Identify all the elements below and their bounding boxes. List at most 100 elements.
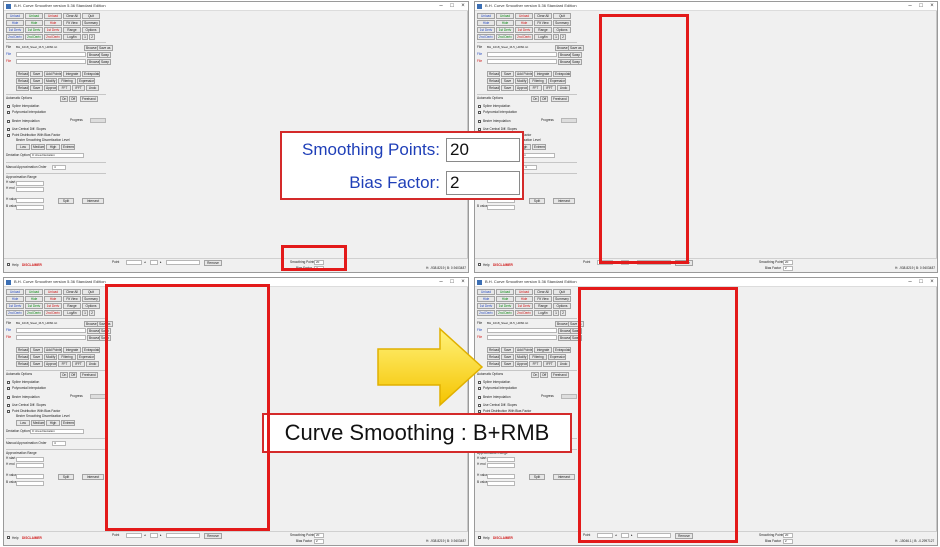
- spline-checkbox-row[interactable]: Spline Interpolation: [478, 380, 510, 384]
- checkbox[interactable]: [7, 110, 10, 114]
- action-button[interactable]: Reload: [16, 71, 29, 77]
- file-input[interactable]: [487, 335, 557, 340]
- panel-button[interactable]: 1st Deriv: [25, 303, 43, 309]
- action-button[interactable]: Integrate: [63, 347, 81, 353]
- b-value-input[interactable]: [487, 205, 515, 210]
- checkbox[interactable]: [7, 127, 10, 131]
- minimize-button[interactable]: –: [908, 279, 912, 285]
- remove-button[interactable]: Remove: [204, 533, 222, 539]
- disclaimer-label[interactable]: DISCLAIMER: [493, 536, 513, 540]
- panel-button[interactable]: 1st Deriv: [477, 303, 495, 309]
- panel-button[interactable]: Hide: [44, 20, 62, 26]
- central-diff-checkbox-row[interactable]: Use Central Diff. Slopes: [478, 127, 517, 131]
- checkbox[interactable]: [478, 386, 481, 390]
- point-value-input[interactable]: [166, 260, 200, 265]
- maximize-button[interactable]: □: [919, 3, 923, 9]
- h-value-input[interactable]: [16, 198, 44, 203]
- panel-button[interactable]: 1st Deriv: [515, 27, 533, 33]
- plot-area[interactable]: 0.0000e+001.9590e+033.9181e+035.8771e+03…: [936, 287, 937, 531]
- panel-button[interactable]: 2nd Deriv: [496, 310, 514, 316]
- action-button[interactable]: Reload: [487, 71, 500, 77]
- action-button[interactable]: Filtering: [529, 354, 547, 360]
- panel-button[interactable]: Hide: [515, 20, 533, 26]
- action-button[interactable]: Reload: [487, 85, 500, 91]
- panel-button[interactable]: 2: [560, 34, 566, 40]
- checkbox[interactable]: [478, 127, 481, 131]
- action-button[interactable]: Extrapolate: [82, 71, 100, 77]
- level-button[interactable]: Medium: [31, 420, 45, 426]
- panel-button[interactable]: Hide: [25, 20, 43, 26]
- action-button[interactable]: Reload: [16, 354, 29, 360]
- h-start-input[interactable]: [16, 457, 44, 462]
- action-button[interactable]: Integrate: [63, 71, 81, 77]
- central-diff-checkbox-row[interactable]: Use Central Diff. Slopes: [478, 403, 517, 407]
- off-button[interactable]: Off: [540, 96, 549, 102]
- action-button[interactable]: Save: [30, 361, 43, 367]
- checkbox[interactable]: [7, 395, 10, 399]
- split-button[interactable]: Split: [58, 198, 74, 204]
- action-button[interactable]: Integrate: [534, 71, 552, 77]
- help-checkbox[interactable]: [478, 536, 481, 539]
- panel-button[interactable]: Options: [553, 27, 571, 33]
- polynomial-checkbox-row[interactable]: Polynomial Interpolation: [7, 386, 46, 390]
- panel-button[interactable]: 2nd Deriv: [44, 34, 62, 40]
- action-button[interactable]: Reload: [487, 361, 500, 367]
- action-button[interactable]: Extrapolate: [553, 71, 571, 77]
- help-checkbox[interactable]: [7, 263, 10, 266]
- action-button[interactable]: IFFT: [72, 85, 85, 91]
- action-button[interactable]: Approx: [515, 361, 528, 367]
- spline-checkbox-row[interactable]: Spline Interpolation: [7, 380, 39, 384]
- panel-button[interactable]: Hide: [44, 296, 62, 302]
- bias-checkbox-row[interactable]: Point Distribution With Bias Factor: [478, 409, 531, 413]
- point-select[interactable]: [126, 533, 142, 538]
- panel-button[interactable]: Hide: [515, 296, 533, 302]
- approx-order-select[interactable]: 4: [523, 165, 537, 170]
- panel-button[interactable]: Options: [82, 27, 100, 33]
- h-end-input[interactable]: [16, 187, 44, 192]
- panel-button[interactable]: 2nd Deriv: [6, 310, 24, 316]
- action-button[interactable]: Save: [30, 354, 43, 360]
- point-select[interactable]: [597, 533, 613, 538]
- split-button[interactable]: Split: [529, 474, 545, 480]
- panel-button[interactable]: Unload: [515, 13, 533, 19]
- h-start-input[interactable]: [16, 181, 44, 186]
- action-button[interactable]: Reload: [16, 347, 29, 353]
- freehand-button[interactable]: Freehand: [551, 372, 569, 378]
- save-as-button[interactable]: Save as: [97, 45, 113, 51]
- panel-button[interactable]: Unload: [6, 289, 24, 295]
- bias-factor-input[interactable]: 2: [314, 539, 324, 544]
- panel-button[interactable]: 1st Deriv: [6, 303, 24, 309]
- off-button[interactable]: Off: [69, 372, 78, 378]
- checkbox[interactable]: [7, 104, 10, 108]
- action-button[interactable]: Save: [501, 78, 514, 84]
- panel-button[interactable]: 1st Deriv: [477, 27, 495, 33]
- action-button[interactable]: Undo: [86, 361, 99, 367]
- action-button[interactable]: Filtering: [58, 78, 76, 84]
- split-button[interactable]: Split: [529, 198, 545, 204]
- polynomial-checkbox-row[interactable]: Polynomial Interpolation: [478, 386, 517, 390]
- action-button[interactable]: Undo: [557, 361, 570, 367]
- panel-button[interactable]: 1st Deriv: [6, 27, 24, 33]
- panel-button[interactable]: Unload: [44, 13, 62, 19]
- panel-button[interactable]: Unload: [25, 289, 43, 295]
- bias-factor-input[interactable]: 2: [783, 539, 793, 544]
- help-checkbox[interactable]: [7, 536, 10, 539]
- panel-button[interactable]: Quit: [553, 13, 571, 19]
- panel-button[interactable]: 2nd Deriv: [25, 310, 43, 316]
- panel-button[interactable]: Fit View: [534, 20, 552, 26]
- checkbox[interactable]: [7, 119, 10, 123]
- checkbox[interactable]: [7, 403, 10, 407]
- panel-button[interactable]: 1st Deriv: [44, 303, 62, 309]
- file-input[interactable]: [487, 328, 557, 333]
- panel-button[interactable]: Unload: [515, 289, 533, 295]
- panel-button[interactable]: Unload: [496, 289, 514, 295]
- panel-button[interactable]: Clear All: [534, 289, 552, 295]
- panel-button[interactable]: Log/lin: [63, 310, 81, 316]
- bias-checkbox-row[interactable]: Point Distribution With Bias Factor: [7, 409, 60, 413]
- point-value-input[interactable]: [166, 533, 200, 538]
- action-button[interactable]: Modify: [515, 78, 528, 84]
- panel-button[interactable]: Fit View: [63, 296, 81, 302]
- action-button[interactable]: Save: [501, 71, 514, 77]
- panel-button[interactable]: Quit: [82, 13, 100, 19]
- point-index-input[interactable]: [150, 260, 158, 265]
